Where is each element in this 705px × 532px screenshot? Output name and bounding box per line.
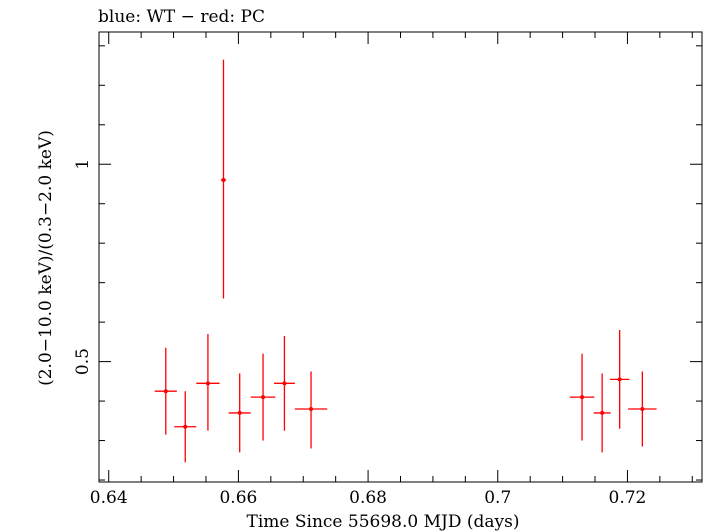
y-tick-label: 1 (73, 159, 93, 170)
data-point (228, 373, 251, 453)
data-point (628, 371, 657, 447)
data-points (154, 59, 657, 463)
data-point (174, 391, 197, 463)
data-point (220, 59, 227, 299)
point-marker (237, 410, 242, 415)
x-axis-label: Time Since 55698.0 MJD (days) (247, 512, 520, 532)
data-point (593, 373, 611, 453)
data-point (196, 333, 220, 431)
point-marker (261, 395, 266, 400)
data-point (294, 371, 328, 449)
x-axis-tick-labels: 0.64 0.66 0.68 0.7 0.72 (90, 488, 647, 508)
data-point (250, 353, 276, 441)
point-marker (640, 406, 645, 411)
point-marker (163, 389, 168, 394)
point-marker (183, 424, 188, 429)
chart-title: blue: WT − red: PC (98, 7, 265, 27)
x-tick-label: 0.66 (219, 488, 257, 508)
point-marker (600, 410, 605, 415)
y-tick-label: 0.5 (73, 348, 93, 375)
plot-frame (98, 31, 703, 483)
y-axis-label: (2.0−10.0 keV)/(0.3−2.0 keV) (36, 130, 56, 386)
point-marker (309, 406, 314, 411)
y-axis-ticks (99, 45, 702, 481)
x-tick-label: 0.68 (349, 488, 387, 508)
data-point (154, 347, 177, 435)
point-marker (221, 178, 226, 183)
x-tick-label: 0.64 (90, 488, 128, 508)
x-tick-label: 0.7 (484, 488, 511, 508)
point-marker (205, 381, 210, 386)
point-marker (282, 381, 287, 386)
data-point (609, 330, 630, 429)
point-marker (617, 377, 622, 382)
data-point (274, 335, 295, 431)
y-axis-tick-labels: 0.51 (73, 159, 93, 375)
x-tick-label: 0.72 (609, 488, 647, 508)
data-point (569, 353, 595, 441)
x-axis-ticks (108, 32, 693, 482)
point-marker (580, 395, 585, 400)
